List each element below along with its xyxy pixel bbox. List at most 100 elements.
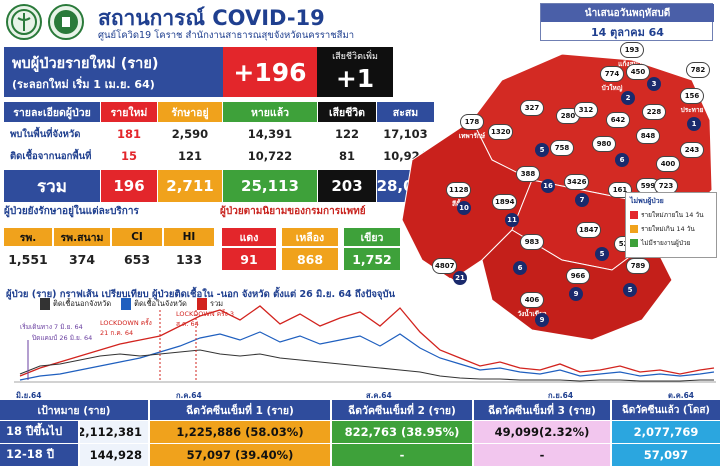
map-district-bubble: 228 bbox=[642, 104, 666, 120]
trend-chart bbox=[14, 305, 716, 383]
annotation-lockdown-1: LOCKDOWN ครั้ง 21 ก.ค. 64 bbox=[100, 319, 152, 337]
month-label: ต.ค.64 bbox=[668, 391, 695, 400]
map-legend-item: รายใหม่ภายใน 14 วัน bbox=[630, 210, 704, 220]
details-total-recovered: 25,113 bbox=[223, 170, 317, 202]
map-district-name: วังน้ำเขียว bbox=[517, 310, 547, 318]
map-district-bubble: 4807 bbox=[432, 258, 458, 274]
new-cases-sublabel: (ระลอกใหม่ เริ่ม 1 เม.ย. 64) bbox=[12, 78, 155, 91]
details-header-total: สะสม bbox=[377, 102, 434, 122]
details-header-deaths: เสียชีวิต bbox=[318, 102, 376, 122]
facility-value-hospital: 1,551 bbox=[8, 251, 48, 267]
severity-value-yellow: 868 bbox=[282, 248, 338, 270]
chart-legend: ติดเชื้อนอกจังหวัด ติดเชื้อในจังหวัด รวม bbox=[40, 298, 223, 310]
facility-value-hi: 133 bbox=[175, 251, 203, 267]
map-district-bubble: 983 bbox=[520, 234, 544, 250]
page-subtitle: ศูนย์โควิด19 โคราช สำนักงานสาธารณสุขจังห… bbox=[98, 30, 355, 41]
map-district-bubble: 406 bbox=[520, 292, 544, 308]
vaccine-group: 12-18 ปี bbox=[0, 444, 78, 466]
inside-series-line bbox=[19, 331, 715, 381]
map-district-bubble: 723 bbox=[654, 178, 678, 194]
severity-header-yellow: เหลือง bbox=[282, 228, 338, 246]
province-map bbox=[401, 53, 713, 341]
details-row-deaths: 81 bbox=[318, 146, 376, 166]
facility-value-field-hospital: 374 bbox=[68, 251, 96, 267]
new-cases-label: พบผู้ป่วยรายใหม่ (ราย) bbox=[12, 56, 159, 72]
details-row-treating: 2,590 bbox=[158, 124, 222, 144]
map-new-case-badge: 7 bbox=[575, 193, 589, 207]
map-new-case-badge: 1 bbox=[687, 117, 701, 131]
map-legend: ไม่พบผู้ป่วย รายใหม่ภายใน 14 วัน รายใหม่… bbox=[625, 192, 717, 258]
details-row-total: 17,103 bbox=[377, 124, 434, 144]
details-header-treating: รักษาอยู่ bbox=[158, 102, 222, 122]
map-new-case-badge: 5 bbox=[623, 283, 637, 297]
map-new-case-badge: 9 bbox=[535, 313, 549, 327]
map-district-bubble: 1894 bbox=[492, 194, 518, 210]
map-district-bubble: 1320 bbox=[488, 124, 514, 140]
map-district-bubble: 178 bbox=[460, 114, 484, 130]
details-row-new: 181 bbox=[101, 124, 157, 144]
map-district-bubble: 312 bbox=[574, 102, 598, 118]
map-new-case-badge: 16 bbox=[541, 179, 555, 193]
header: สถานการณ์ COVID-19 ศูนย์โควิด19 โคราช สำ… bbox=[0, 0, 720, 44]
map-legend-item: รายใหม่เกิน 14 วัน bbox=[630, 224, 695, 234]
map-district-bubble: 193 bbox=[620, 42, 644, 58]
vaccine-group: 18 ปีขึ้นไป bbox=[0, 421, 78, 443]
map-district-bubble: 758 bbox=[550, 140, 574, 156]
legend-total: รวม bbox=[196, 298, 223, 310]
map-new-case-badge: 9 bbox=[569, 287, 583, 301]
details-header-new: รายใหม่ bbox=[101, 102, 157, 122]
map-new-case-badge: 3 bbox=[647, 77, 661, 91]
map-district-bubble: 1847 bbox=[576, 222, 602, 238]
map-new-case-badge: 5 bbox=[535, 143, 549, 157]
facility-header-field-hospital: รพ.สนาม bbox=[54, 228, 110, 246]
legend-outside: ติดเชื้อนอกจังหวัด bbox=[40, 298, 111, 310]
total-series-line bbox=[19, 305, 715, 377]
legend-inside: ติดเชื้อในจังหวัด bbox=[121, 298, 187, 310]
map-district-bubble: 243 bbox=[680, 142, 704, 158]
facility-header-hospital: รพ. bbox=[4, 228, 52, 246]
health-office-logo-icon bbox=[48, 4, 84, 40]
vaccine-header-dose1: ฉีดวัคซีนเข็มที่ 1 (ราย) bbox=[150, 400, 330, 420]
month-label: ก.ค.64 bbox=[176, 391, 202, 400]
vaccine-dose1: 57,097 (39.40%) bbox=[150, 444, 330, 466]
details-row-treating: 121 bbox=[158, 146, 222, 166]
map-district-name: ปากช่อง bbox=[432, 276, 456, 284]
date-box: นำเสนอวันพฤหัสบดี 14 ตุลาคม 64 bbox=[540, 3, 714, 41]
map-district-bubble: 327 bbox=[520, 100, 544, 116]
new-cases-box: พบผู้ป่วยรายใหม่ (ราย) (ระลอกใหม่ เริ่ม … bbox=[4, 47, 223, 97]
month-label: ส.ค.64 bbox=[366, 391, 392, 400]
map-district-labels: 193แก้งสนาม450774บัวใหญ่782156ประทาย2802… bbox=[392, 40, 720, 350]
map-new-case-badge: 6 bbox=[615, 153, 629, 167]
map-district-bubble: 3426 bbox=[564, 174, 590, 190]
map-district-bubble: 388 bbox=[516, 166, 540, 182]
map-new-case-badge: 21 bbox=[453, 271, 467, 285]
vaccine-header-target: เป้าหมาย (ราย) bbox=[0, 400, 148, 420]
annotation-travel: เริ่มเดินทาง 7 มิ.ย. 64 bbox=[20, 323, 83, 331]
outside-series-line bbox=[19, 349, 714, 382]
new-deaths-count: +1 bbox=[335, 63, 375, 93]
facility-header-hi: HI bbox=[164, 228, 214, 246]
new-cases-count: +196 bbox=[223, 47, 317, 97]
facility-header-ci: CI bbox=[112, 228, 162, 246]
severity-header-red: แดง bbox=[222, 228, 276, 246]
vaccine-dose3: 49,099(2.32%) bbox=[474, 421, 610, 443]
vaccine-dose1: 1,225,886 (58.03%) bbox=[150, 421, 330, 443]
details-row-new: 15 bbox=[101, 146, 157, 166]
severity-value-red: 91 bbox=[222, 248, 276, 270]
vaccine-header-doses: ฉีดวัคซีนแล้ว (โดส) bbox=[612, 400, 720, 420]
map-legend-item: ไม่มีรายงานผู้ป่วย bbox=[630, 238, 690, 248]
map-district-bubble: 400 bbox=[656, 156, 680, 172]
page-title: สถานการณ์ COVID-19 bbox=[98, 6, 325, 30]
details-total-label: รวม bbox=[4, 170, 100, 202]
map-new-case-badge: 6 bbox=[513, 261, 527, 275]
new-deaths-box: เสียชีวิตเพิ่ม +1 bbox=[317, 47, 393, 97]
map-district-name: เทพารักษ์ bbox=[458, 132, 486, 140]
vaccine-dose2: 822,763 (38.95%) bbox=[332, 421, 472, 443]
facility-value-ci: 653 bbox=[123, 251, 151, 267]
moph-logo-icon bbox=[6, 4, 42, 40]
month-axis: มิ.ย.64 ก.ค.64 ส.ค.64 ก.ย.64 ต.ค.64 bbox=[0, 390, 720, 400]
map-region-south bbox=[481, 229, 673, 341]
facilities-title: ผู้ป่วยยังรักษาอยู่ในแต่ละบริการ bbox=[4, 206, 139, 217]
details-row-recovered: 10,722 bbox=[223, 146, 317, 166]
map-district-bubble: 450 bbox=[626, 64, 650, 80]
